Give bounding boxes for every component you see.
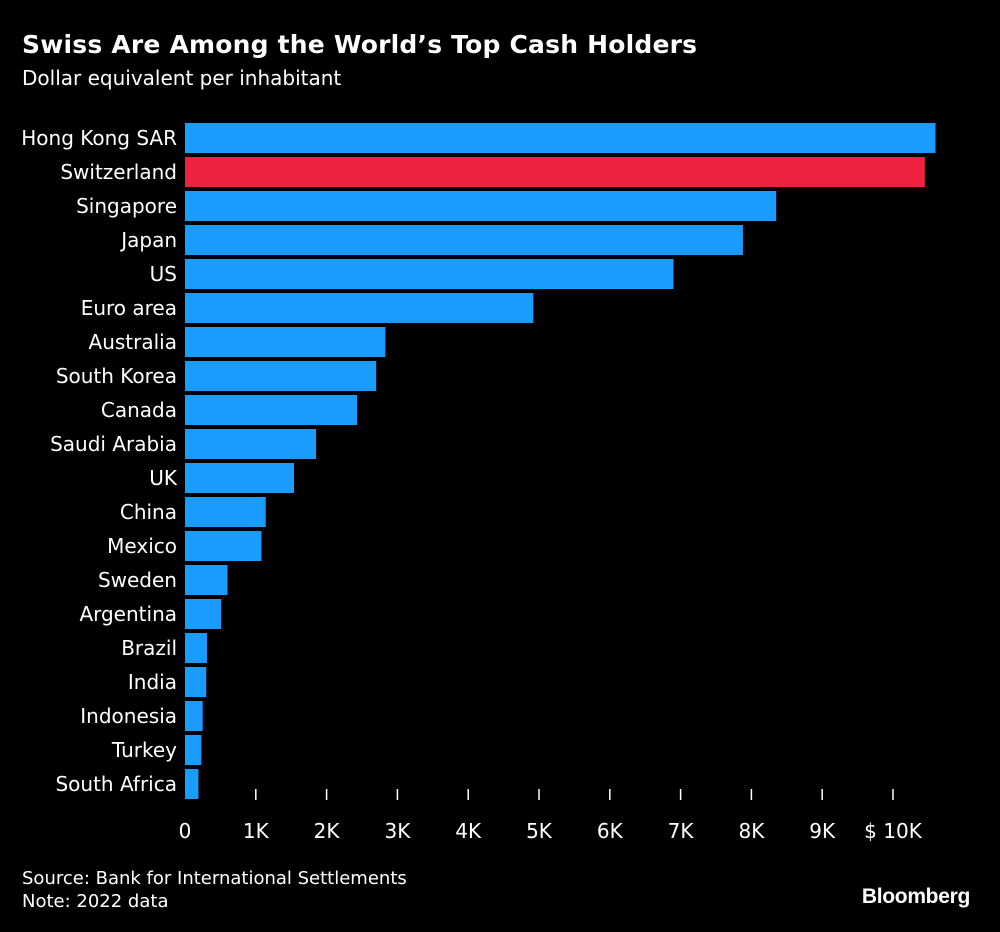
- category-label: Euro area: [81, 296, 177, 320]
- category-label: Brazil: [121, 636, 177, 660]
- bar-indonesia: [185, 701, 203, 731]
- category-label: Singapore: [76, 194, 177, 218]
- bar-canada: [185, 395, 358, 425]
- bars-layer: [185, 123, 936, 799]
- category-label: Saudi Arabia: [50, 432, 177, 456]
- bar-australia: [185, 327, 386, 357]
- category-label: US: [150, 262, 177, 286]
- category-label: Indonesia: [80, 704, 177, 728]
- x-tick-label: 7K: [668, 819, 695, 843]
- category-label: UK: [149, 466, 178, 490]
- bar-chart: Hong Kong SAR Switzerland Singapore Japan US…: [21, 123, 936, 843]
- category-label: South Korea: [56, 364, 177, 388]
- category-label: Switzerland: [60, 160, 177, 184]
- bar-brazil: [185, 633, 207, 663]
- x-tick-label: 0: [179, 819, 192, 843]
- category-label: Sweden: [98, 568, 177, 592]
- source-note: Source: Bank for International Settlemen…: [22, 868, 407, 889]
- bar-saudi-arabia: [185, 429, 316, 459]
- x-tick-label: 3K: [384, 819, 411, 843]
- x-tick-label: 9K: [809, 819, 836, 843]
- category-label: Argentina: [79, 602, 177, 626]
- category-label: Canada: [101, 398, 177, 422]
- bar-south-korea: [185, 361, 377, 391]
- category-label: China: [120, 500, 177, 524]
- bar-turkey: [185, 735, 202, 765]
- bar-singapore: [185, 191, 777, 221]
- x-tick-label: 6K: [597, 819, 624, 843]
- bloomberg-logo: Bloomberg: [861, 885, 970, 908]
- bar-india: [185, 667, 207, 697]
- category-label: India: [128, 670, 177, 694]
- chart-subtitle: Dollar equivalent per inhabitant: [22, 66, 342, 90]
- bar-uk: [185, 463, 295, 493]
- bar-mexico: [185, 531, 262, 561]
- x-tick-label: $ 10K: [864, 819, 923, 843]
- x-tick-label: 8K: [738, 819, 765, 843]
- bar-euro-area: [185, 293, 534, 323]
- x-tick-label: 1K: [243, 819, 270, 843]
- bar-japan: [185, 225, 743, 255]
- bar-us: [185, 259, 674, 289]
- category-label: Hong Kong SAR: [21, 126, 177, 150]
- category-label: South Africa: [55, 772, 177, 796]
- x-tick-label: 5K: [526, 819, 553, 843]
- x-axis: 0 1K 2K 3K 4K 5K 6K 7K 8K 9K $ 10K: [179, 789, 923, 843]
- bar-hong-kong-sar: [185, 123, 936, 153]
- bar-switzerland: [185, 157, 925, 187]
- data-note: Note: 2022 data: [22, 891, 169, 912]
- bar-argentina: [185, 599, 222, 629]
- category-label: Turkey: [111, 738, 177, 762]
- x-tick-label: 4K: [455, 819, 482, 843]
- category-label: Mexico: [107, 534, 177, 558]
- category-label: Australia: [89, 330, 177, 354]
- x-tick-label: 2K: [314, 819, 341, 843]
- category-labels-layer: Hong Kong SAR Switzerland Singapore Japan US…: [21, 126, 178, 796]
- category-label: Japan: [119, 228, 177, 252]
- chart-title: Swiss Are Among the World’s Top Cash Hol…: [22, 30, 698, 59]
- bar-china: [185, 497, 266, 527]
- bar-sweden: [185, 565, 228, 595]
- bar-south-africa: [185, 769, 199, 799]
